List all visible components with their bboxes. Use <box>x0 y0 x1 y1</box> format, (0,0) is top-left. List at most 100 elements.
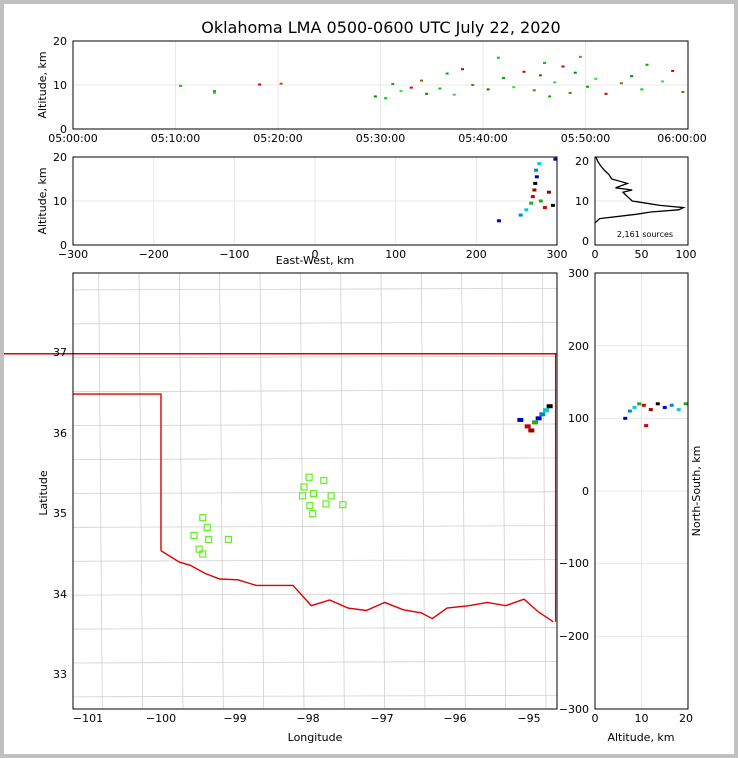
time-source-point <box>604 92 608 95</box>
panel-altitude-ns: −300 −200 −100 0 100 200 300 0 10 20 Alt… <box>559 267 703 744</box>
time-source-point <box>522 70 526 73</box>
county-boundary <box>461 272 466 710</box>
time-source-point <box>258 83 262 86</box>
ns-source-point <box>662 405 667 409</box>
county-boundary <box>72 287 558 291</box>
map-xtick-4: −97 <box>370 712 393 725</box>
histogram-annotation: 2,161 sources <box>617 230 673 239</box>
county-boundary <box>72 660 558 664</box>
lma-station-marker <box>195 545 203 553</box>
time-source-point <box>640 88 644 91</box>
time-ytick-1: 10 <box>53 79 67 92</box>
ew-source-point <box>530 195 535 199</box>
ns-source-point <box>669 403 674 407</box>
time-source-point <box>179 84 183 87</box>
time-altitude-frame <box>72 40 689 130</box>
county-boundary <box>420 272 426 710</box>
time-xtick-0: 05:00:00 <box>48 132 97 145</box>
ns-ytick-4: 100 <box>568 412 589 425</box>
ns-xtick-0: 0 <box>592 712 599 725</box>
county-boundary <box>380 272 386 710</box>
ns-ytick-6: 300 <box>568 267 589 280</box>
lma-station-marker <box>309 510 317 518</box>
time-source-point <box>438 87 442 90</box>
ew-source-point <box>542 206 547 210</box>
county-boundary <box>72 457 558 460</box>
county-boundary <box>299 272 305 710</box>
time-source-point <box>399 90 403 93</box>
map-xtick-6: −95 <box>517 712 540 725</box>
time-source-point <box>538 74 542 77</box>
ns-source-point <box>644 424 649 428</box>
time-xtick-3: 05:30:00 <box>356 132 405 145</box>
map-xlabel: Longitude <box>288 731 343 744</box>
time-source-point <box>512 86 516 89</box>
ew-source-point <box>537 162 542 166</box>
ew-ytick-2: 20 <box>53 151 67 164</box>
ew-source-point <box>533 181 538 185</box>
ew-source-point <box>532 188 537 192</box>
time-source-point <box>532 89 536 92</box>
county-boundary <box>72 321 558 325</box>
time-source-point <box>373 95 377 98</box>
time-altitude-sources <box>73 41 688 129</box>
lma-station-marker <box>205 535 213 544</box>
time-source-point <box>391 83 395 86</box>
panel-altitude-histogram: 2,161 sources 0 10 20 0 50 100 <box>575 155 697 261</box>
lma-station-marker <box>203 523 211 531</box>
time-source-point <box>425 92 429 95</box>
time-source-point <box>452 93 456 96</box>
lma-station-marker <box>224 535 233 544</box>
map-xtick-1: −100 <box>146 712 176 725</box>
time-source-point <box>384 97 388 100</box>
time-xtick-4: 05:40:00 <box>458 132 507 145</box>
hist-ytick-1: 10 <box>575 195 589 208</box>
lma-station-marker <box>199 514 207 522</box>
altitude-ns-sources <box>595 273 688 709</box>
ns-ylabel: North-South, km <box>690 446 703 537</box>
altitude-ns-frame <box>594 272 689 710</box>
map-source-point <box>539 412 546 417</box>
ew-source-point <box>538 199 543 203</box>
ns-source-point <box>655 402 660 406</box>
time-source-point <box>445 72 449 75</box>
map-ytick-2: 35 <box>53 507 67 520</box>
county-boundary <box>340 272 345 710</box>
map-frame <box>72 272 558 710</box>
county-boundary <box>72 694 558 698</box>
ew-source-point <box>550 203 555 207</box>
map-source-point <box>532 420 538 425</box>
histogram-frame <box>594 156 689 246</box>
county-boundary <box>98 272 103 710</box>
ns-xtick-2: 20 <box>679 712 693 725</box>
lma-station-marker <box>322 500 330 508</box>
hist-ytick-2: 20 <box>575 155 589 168</box>
map-ytick-0: 33 <box>53 668 67 681</box>
ew-xtick-2: −100 <box>219 248 249 261</box>
ew-ytick-1: 10 <box>53 195 67 208</box>
time-source-point <box>630 75 634 78</box>
map-xtick-0: −101 <box>73 712 103 725</box>
time-source-point <box>212 91 216 94</box>
panel-plan-view-map: Latitude 33 34 35 36 37 −101 −100 −99 −9… <box>4 272 558 744</box>
county-boundary <box>72 389 558 393</box>
ew-source-point <box>546 190 551 194</box>
time-source-point <box>573 71 577 74</box>
time-source-point <box>660 80 664 83</box>
map-ytick-3: 36 <box>53 427 67 440</box>
hist-ytick-0: 0 <box>582 235 589 248</box>
time-xtick-2: 05:20:00 <box>253 132 302 145</box>
county-boundary <box>259 272 265 710</box>
ns-source-point <box>637 402 642 406</box>
map-xtick-2: −99 <box>223 712 246 725</box>
ew-source-point <box>518 213 523 217</box>
county-boundary <box>72 491 558 494</box>
time-altitude-ylabel: Altitude, km <box>36 51 49 118</box>
time-source-point <box>578 55 582 58</box>
ew-source-point <box>534 168 539 172</box>
ew-xtick-1: −200 <box>139 248 169 261</box>
figure-title: Oklahoma LMA 0500-0600 UTC July 22, 2020 <box>201 18 560 37</box>
map-content <box>4 272 558 710</box>
time-source-point <box>548 95 552 98</box>
time-source-point <box>212 90 216 93</box>
